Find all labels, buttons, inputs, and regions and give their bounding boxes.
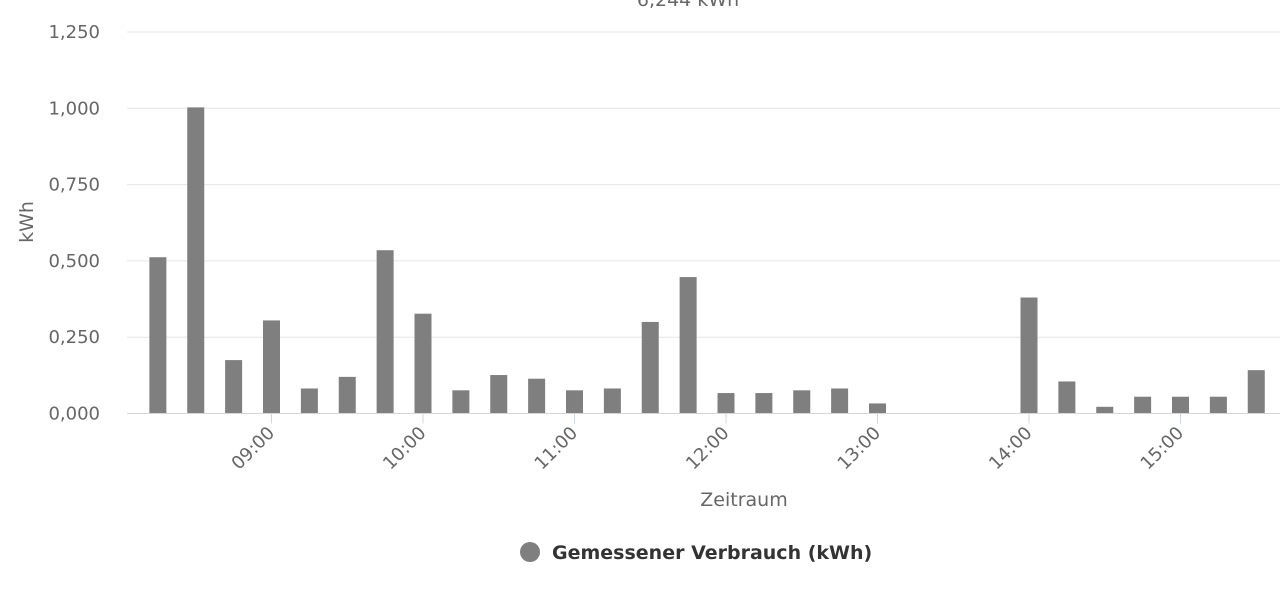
bar[interactable] [490, 375, 508, 414]
bar[interactable] [187, 107, 205, 414]
bar[interactable] [149, 257, 167, 414]
y-tick-label: 1,000 [48, 98, 100, 119]
bar[interactable] [528, 378, 546, 414]
bar[interactable] [641, 321, 659, 414]
x-tick-label: 14:00 [985, 423, 1037, 475]
bar[interactable] [717, 393, 735, 414]
y-axis-labels: 0,000 0,250 0,500 0,750 1,000 1,250 [48, 22, 100, 425]
bar[interactable] [679, 277, 697, 414]
y-tick-label: 0,500 [48, 251, 100, 272]
y-tick-label: 0,000 [48, 404, 100, 425]
grid-lines [127, 31, 1280, 338]
bar[interactable] [1247, 370, 1265, 414]
x-tick-label: 09:00 [228, 423, 280, 475]
legend-marker-icon [520, 542, 540, 562]
x-tick-label: 10:00 [379, 423, 431, 475]
y-tick-label: 1,250 [48, 22, 100, 43]
bar[interactable] [603, 388, 621, 414]
x-tick-label: 12:00 [682, 423, 734, 475]
bar[interactable] [338, 376, 356, 414]
bar[interactable] [1172, 396, 1189, 414]
x-tick-label: 13:00 [834, 423, 886, 475]
x-tick-label: 11:00 [531, 423, 583, 475]
bar[interactable] [566, 390, 583, 414]
bar[interactable] [376, 250, 394, 414]
y-tick-label: 0,250 [48, 327, 100, 348]
bar[interactable] [869, 403, 886, 414]
bar[interactable] [225, 360, 243, 414]
bar[interactable] [793, 390, 811, 414]
y-tick-label: 0,750 [48, 175, 100, 196]
bar[interactable] [414, 313, 432, 414]
x-axis-title: Zeitraum [700, 489, 787, 511]
bar[interactable] [1020, 297, 1038, 414]
bar[interactable] [1058, 381, 1076, 414]
chart-subtitle: 6,244 kWh [637, 0, 739, 11]
bar[interactable] [831, 388, 849, 414]
bar[interactable] [263, 320, 280, 414]
bar[interactable] [1096, 406, 1114, 414]
bar-series [149, 107, 1265, 414]
y-axis-title: kWh [16, 201, 38, 243]
bar[interactable] [452, 390, 470, 414]
bar[interactable] [755, 393, 773, 414]
legend-item[interactable]: Gemessener Verbrauch (kWh) [520, 542, 872, 564]
bar[interactable] [1134, 396, 1152, 414]
bar[interactable] [300, 388, 318, 414]
x-tick-label: 15:00 [1137, 423, 1189, 475]
bar[interactable] [1209, 396, 1227, 414]
legend-label: Gemessener Verbrauch (kWh) [552, 542, 872, 564]
x-axis-labels: 09:00 10:00 11:00 12:00 13:00 14:00 15:00 [228, 413, 1189, 475]
